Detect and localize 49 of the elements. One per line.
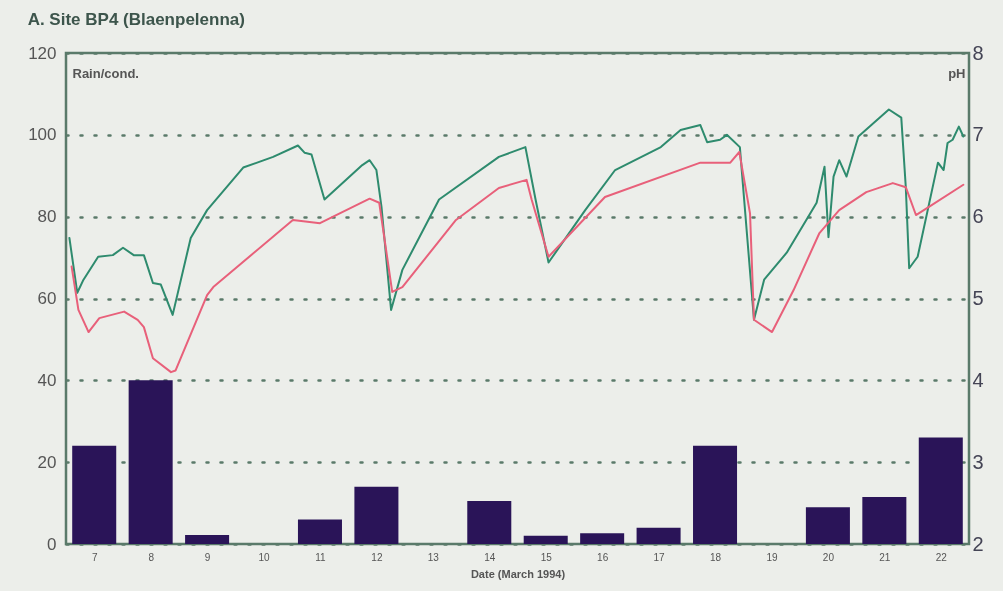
bar (467, 501, 512, 544)
bar (72, 445, 117, 544)
bar (862, 496, 907, 544)
y-tick-label: 40 (37, 370, 57, 390)
x-tick-label: 10 (258, 551, 271, 563)
y-tick-label: 0 (47, 534, 57, 554)
x-tick-label: 17 (653, 551, 666, 563)
x-tick-label: 21 (879, 551, 891, 563)
y-tick-label: 20 (37, 452, 57, 472)
y2-tick-label: 4 (972, 368, 984, 391)
x-tick-label: 15 (540, 551, 553, 563)
bar (805, 507, 850, 544)
x-tick-label: 13 (427, 551, 440, 563)
bar (185, 535, 230, 544)
x-tick-label: 14 (484, 551, 496, 563)
bar (297, 519, 342, 544)
chart-title: A. Site BP4 (Blaenpelenna) (27, 10, 245, 29)
x-tick-label: 8 (148, 551, 155, 563)
bar (580, 533, 625, 544)
y-tick-label: 120 (28, 43, 57, 63)
x-tick-label: 22 (935, 551, 948, 563)
x-tick-label: 19 (766, 551, 778, 563)
y-tick-label: 60 (37, 289, 57, 308)
x-tick-label: 11 (315, 551, 327, 563)
y-axis-title: Rain/cond. (72, 65, 139, 81)
y-tick-label: 100 (28, 125, 57, 145)
y2-axis-title: pH (948, 65, 966, 81)
x-tick-label: 7 (91, 551, 98, 563)
x-tick-label: 16 (597, 551, 609, 563)
bar (523, 535, 568, 544)
bar (636, 527, 681, 544)
bar (693, 445, 738, 544)
bar (918, 437, 963, 544)
y2-tick-label: 3 (972, 450, 984, 473)
x-tick-label: 20 (822, 551, 835, 563)
y2-tick-label: 5 (972, 287, 984, 309)
y2-tick-label: 6 (972, 205, 984, 228)
y2-tick-label: 2 (972, 532, 984, 555)
line-series (70, 151, 965, 374)
y2-tick-label: 8 (972, 41, 984, 64)
x-tick-label: 18 (709, 551, 722, 563)
bar (128, 380, 173, 544)
line-series (68, 108, 965, 321)
x-tick-label: 9 (204, 551, 211, 563)
bar (354, 486, 399, 544)
y-tick-label: 80 (37, 207, 57, 227)
y2-tick-label: 7 (972, 123, 984, 146)
x-axis-title: Date (March 1994) (470, 567, 566, 580)
x-tick-label: 12 (371, 551, 383, 563)
